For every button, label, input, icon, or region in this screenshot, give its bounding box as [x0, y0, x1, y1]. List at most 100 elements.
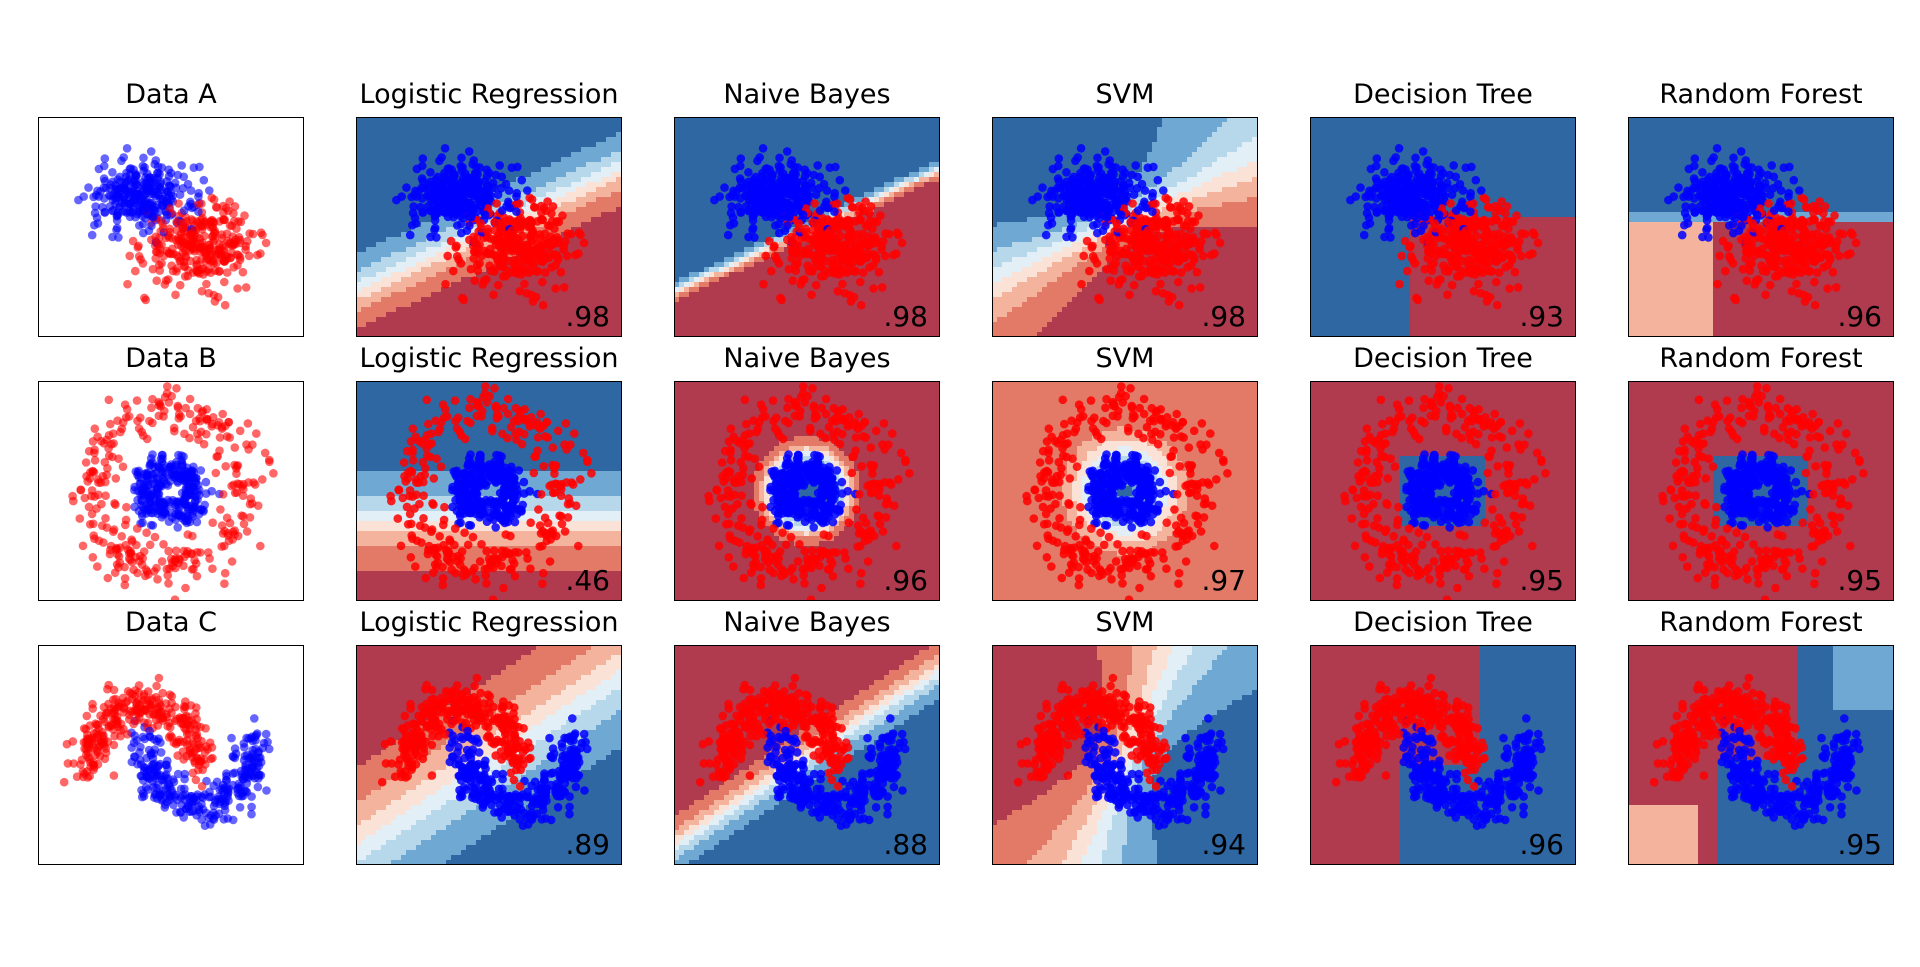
row-1-logistic-regression-point-547	[516, 238, 525, 247]
row-2-logistic-regression-point-455	[491, 403, 501, 412]
row-1-logistic-regression-point-352	[465, 221, 474, 230]
data-b-point-423	[260, 448, 270, 458]
row-1-decision-tree-point-477	[1451, 232, 1461, 241]
row-1-decision-tree-point-480	[1467, 162, 1476, 172]
data-a-point-392	[99, 174, 109, 183]
data-a-point-353	[230, 202, 240, 211]
row-1-logistic-regression-point-106	[430, 225, 439, 235]
data-b-point-398	[207, 486, 216, 496]
data-b-point-285	[142, 528, 151, 537]
data-b-point-487	[164, 579, 173, 588]
row-1-naive-bayes-point-535	[846, 228, 856, 238]
row-1-decision-tree-point-383	[1528, 228, 1538, 237]
row-1-decision-tree-point-596	[1385, 210, 1395, 220]
row-1-naive-bayes-point-580	[744, 168, 753, 177]
data-a-point-370	[175, 190, 185, 199]
row-2-logistic-regression-point-587	[428, 568, 438, 577]
row-1-decision-tree-point-110	[1356, 183, 1365, 192]
data-b-point-490	[137, 500, 146, 510]
row-1-logistic-regression-point-477	[497, 232, 507, 241]
row-1-random-forest-point-591	[1824, 233, 1834, 242]
row-2-logistic-regression-point-547	[583, 457, 592, 467]
row-1-naive-bayes-point-587	[837, 249, 846, 258]
row-1-decision-tree-point-435	[1460, 216, 1470, 226]
row-1-naive-bayes-point-290	[727, 202, 736, 211]
row-1-svm-point-217	[1128, 199, 1137, 208]
row-1-random-forest-point-270	[1769, 172, 1779, 182]
data-a-point-247	[160, 280, 170, 289]
data-b-point-349	[242, 527, 252, 536]
row-1-svm-point-427	[1146, 260, 1156, 269]
data-b-point-583	[126, 548, 135, 558]
row-1-random-forest-point-252	[1690, 154, 1700, 163]
row-1-svm-point-487	[1105, 247, 1115, 256]
data-a-point-574	[194, 207, 203, 216]
data-a-point-587	[201, 249, 210, 258]
data-b-point-430	[174, 450, 183, 460]
data-a-point-511	[182, 217, 191, 226]
data-b-point-303	[89, 531, 98, 540]
data-a-point-487	[151, 247, 161, 256]
row-1-decision-tree-point-358	[1466, 188, 1475, 198]
row-1-naive-bayes-point-371	[804, 234, 813, 243]
data-b-point-497	[227, 557, 237, 566]
row-2-logistic-regression-point-205	[429, 500, 438, 509]
row-1-random-forest-point-581	[1782, 232, 1791, 241]
row-2-logistic-regression-point-129	[452, 424, 462, 433]
data-b-point-289	[179, 561, 188, 571]
row-1-svm-point-574	[1148, 207, 1157, 216]
row-1-logistic-regression-point-569	[538, 215, 547, 225]
row-1-naive-bayes-point-547	[834, 238, 843, 247]
row-1-decision-tree-point-436	[1407, 221, 1416, 230]
row-1-random-forest-point-359	[1800, 266, 1810, 275]
data-a-point-548	[157, 185, 166, 194]
data-b-point-53	[235, 426, 245, 436]
row-1-naive-bayes-point-566	[736, 161, 745, 171]
row-1-naive-bayes-point-247	[796, 280, 806, 289]
row-2-logistic-regression-point-451	[492, 410, 502, 419]
data-a-point-589	[202, 220, 212, 229]
row-2-logistic-regression-point-291	[506, 422, 516, 432]
row-1-naive-bayes-point-157	[856, 300, 866, 310]
row-1-decision-tree-point-580	[1380, 168, 1389, 177]
data-b-point-99	[221, 462, 230, 471]
row-1-svm-point-491	[1177, 236, 1186, 246]
row-1-svm-point-338	[1111, 163, 1121, 172]
data-a-point-494	[199, 175, 209, 185]
data-b-point-295	[132, 524, 142, 533]
row-1-decision-tree-point-403	[1423, 254, 1432, 263]
row-1-svm-point-277	[1106, 276, 1115, 285]
row-1-svm-point-435	[1142, 216, 1152, 226]
row-1-logistic-regression-point-597	[530, 259, 539, 268]
row-1-random-forest-point-475	[1726, 255, 1735, 264]
row-2-logistic-regression-point-526	[452, 472, 462, 482]
row-1-svm-panel: SVM .98	[992, 79, 1258, 337]
row-1-svm-point-353	[1184, 202, 1194, 211]
data-a-point-550	[156, 194, 165, 204]
data-b-point-499	[250, 480, 260, 489]
row-1-logistic-regression-point-570	[450, 171, 459, 180]
data-a-point-59	[261, 238, 271, 248]
row-1-naive-bayes-point-485	[877, 283, 887, 292]
row-1-logistic-regression-point-593	[518, 231, 527, 241]
row-2-logistic-regression-point-431	[557, 519, 567, 529]
data-a-point-569	[220, 215, 229, 225]
data-a-point-493	[243, 236, 252, 246]
row-1-random-forest-point-444	[1767, 161, 1776, 170]
row-2-logistic-regression-point-575	[430, 543, 439, 553]
row-1-logistic-regression-point-564	[466, 178, 475, 187]
data-a-point-473	[172, 226, 182, 235]
data-a-point-270	[179, 172, 189, 182]
data-b-point-472	[177, 458, 187, 468]
row-1-decision-tree-point-499	[1507, 255, 1517, 265]
data-a-point-403	[151, 254, 160, 263]
row-1-naive-bayes-point-411	[845, 290, 855, 300]
data-a-point-89	[197, 286, 207, 296]
row-1-decision-tree-point-570	[1404, 171, 1413, 180]
row-1-naive-bayes-point-210	[782, 147, 792, 156]
row-1-random-forest-point-217	[1764, 199, 1773, 208]
data-a-point-121	[123, 279, 132, 289]
row-1-naive-bayes-point-354	[725, 192, 734, 202]
row-1-random-forest-point-508	[1729, 228, 1738, 238]
row-2-naive-bayes-point-61	[817, 403, 826, 413]
